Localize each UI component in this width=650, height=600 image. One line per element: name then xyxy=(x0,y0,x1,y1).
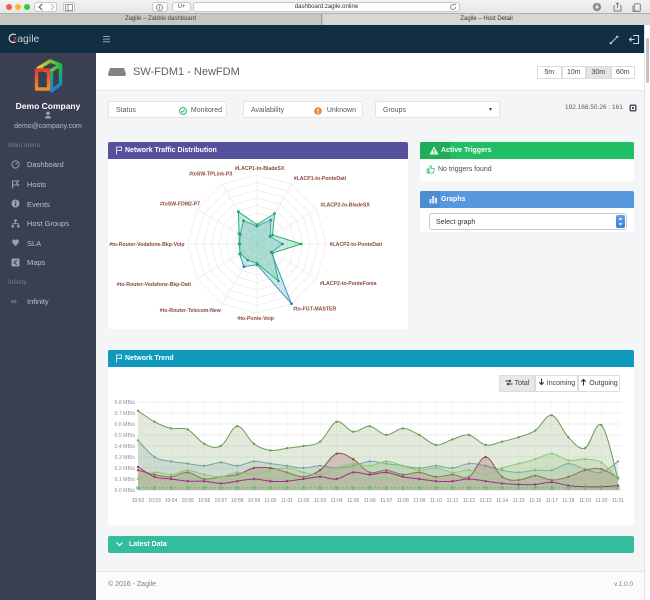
svg-text:#LACP1-to-BladeSX: #LACP1-to-BladeSX xyxy=(235,166,285,172)
svg-text:11:15: 11:15 xyxy=(513,498,525,504)
svg-text:11:06: 11:06 xyxy=(364,498,376,504)
svg-text:#to-Router-Vodafone-Bkp-Voip: #to-Router-Vodafone-Bkp-Voip xyxy=(109,242,184,248)
svg-text:10:54: 10:54 xyxy=(165,498,178,504)
svg-text:0.4 MB/s: 0.4 MB/s xyxy=(115,444,136,450)
svg-text:11:18: 11:18 xyxy=(562,498,574,504)
svg-text:10:53: 10:53 xyxy=(148,498,161,504)
svg-text:0.0 MB/s: 0.0 MB/s xyxy=(115,488,136,494)
svg-text:11:02: 11:02 xyxy=(297,498,309,504)
svg-text:11:19: 11:19 xyxy=(579,498,591,504)
svg-text:0.5 MB/s: 0.5 MB/s xyxy=(115,433,136,439)
svg-text:#to-Ponte-Voip: #to-Ponte-Voip xyxy=(237,316,274,322)
svg-text:11:17: 11:17 xyxy=(546,498,558,504)
svg-text:#LACP2-to-PonteFonia: #LACP2-to-PonteFonia xyxy=(320,281,377,287)
svg-text:10:52: 10:52 xyxy=(132,498,145,504)
svg-text:11:10: 11:10 xyxy=(430,498,442,504)
svg-text:#LACP2-to-PonteDati: #LACP2-to-PonteDati xyxy=(330,242,383,248)
svg-text:10:58: 10:58 xyxy=(231,498,244,504)
svg-text:#to-FGT-MASTER: #to-FGT-MASTER xyxy=(293,307,336,313)
svg-text:#LACP1-to-PonteDati: #LACP1-to-PonteDati xyxy=(294,176,347,182)
svg-text:10:55: 10:55 xyxy=(181,498,194,504)
svg-text:11:07: 11:07 xyxy=(380,498,392,504)
svg-text:0.6 MB/s: 0.6 MB/s xyxy=(115,422,136,428)
svg-text:11:05: 11:05 xyxy=(347,498,359,504)
svg-text:11:01: 11:01 xyxy=(281,498,293,504)
svg-text:11:09: 11:09 xyxy=(413,498,425,504)
svg-text:#toSW-FDM2-P7: #toSW-FDM2-P7 xyxy=(160,202,200,208)
svg-text:11:16: 11:16 xyxy=(529,498,541,504)
svg-text:0.8 MB/s: 0.8 MB/s xyxy=(115,400,136,406)
svg-text:10:56: 10:56 xyxy=(198,498,211,504)
svg-text:11:03: 11:03 xyxy=(314,498,326,504)
svg-text:#toSW-TPLink-P3: #toSW-TPLink-P3 xyxy=(189,172,232,178)
svg-text:z: z xyxy=(13,34,18,45)
svg-text:0.7 MB/s: 0.7 MB/s xyxy=(115,411,136,417)
svg-text:agile: agile xyxy=(17,33,39,45)
svg-text:11:04: 11:04 xyxy=(331,498,343,504)
svg-text:#to-Router-Vodafone-Bkp-Dati: #to-Router-Vodafone-Bkp-Dati xyxy=(117,282,192,288)
svg-text:11:08: 11:08 xyxy=(397,498,409,504)
svg-text:10:57: 10:57 xyxy=(215,498,228,504)
svg-text:#LACP2-to-BladeSX: #LACP2-to-BladeSX xyxy=(321,202,371,208)
svg-text:11:00: 11:00 xyxy=(264,498,276,504)
svg-text:0.1 MB/s: 0.1 MB/s xyxy=(115,477,136,483)
svg-text:11:13: 11:13 xyxy=(480,498,492,504)
svg-text:11:21: 11:21 xyxy=(612,498,624,504)
svg-text:11:14: 11:14 xyxy=(496,498,508,504)
svg-text:11:11: 11:11 xyxy=(447,498,459,504)
svg-text:11:20: 11:20 xyxy=(595,498,607,504)
svg-text:#to-Router-Telecom-New: #to-Router-Telecom-New xyxy=(160,308,222,314)
svg-text:0.2 MB/s: 0.2 MB/s xyxy=(115,466,136,472)
svg-text:0.3 MB/s: 0.3 MB/s xyxy=(115,455,136,461)
svg-text:11:12: 11:12 xyxy=(463,498,475,504)
svg-text:10:59: 10:59 xyxy=(248,498,261,504)
